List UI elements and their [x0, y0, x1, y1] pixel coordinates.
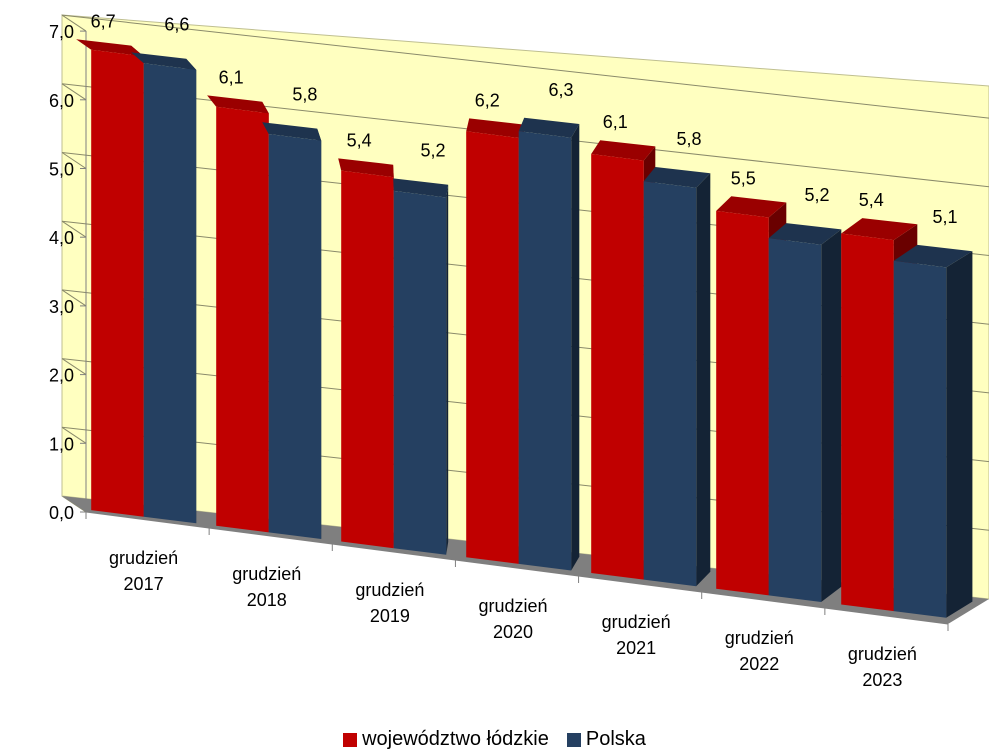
x-tick-label-line2: 2019 — [370, 606, 410, 626]
data-label: 5,2 — [420, 140, 445, 160]
data-label: 5,5 — [731, 168, 756, 188]
legend-swatch-lodzkie — [343, 732, 358, 747]
gridline-side — [61, 14, 87, 32]
bar — [341, 170, 394, 549]
bar-side — [946, 251, 973, 618]
data-label: 6,1 — [219, 67, 244, 87]
x-tick-label-line2: 2017 — [124, 574, 164, 594]
x-tick-label-line2: 2018 — [247, 590, 287, 610]
x-tick-label-line2: 2020 — [493, 622, 533, 642]
y-tick-label: 7,0 — [49, 22, 74, 42]
x-tick-label-line1: grudzień — [109, 548, 178, 568]
bar — [466, 131, 519, 564]
legend-label-lodzkie: województwo łódzkie — [362, 728, 549, 750]
legend: województwo łódzkie Polska — [0, 728, 989, 751]
bar — [393, 190, 447, 555]
bar — [518, 131, 572, 571]
y-tick-label: 6,0 — [49, 91, 74, 111]
bar-top — [466, 118, 525, 138]
bar-top — [76, 39, 144, 57]
bar-chart: 0,0 1,0 2,0 3,0 4,0 5,0 6,0 7,0 6,7 6,6 6,1 5,8 5,4 5… — [49, 11, 989, 690]
bar-top — [393, 178, 449, 198]
data-label: 6,1 — [603, 112, 628, 132]
bar-top — [131, 52, 197, 70]
x-tick-label-line1: grudzień — [602, 612, 671, 632]
bar — [216, 106, 269, 533]
y-tick-label: 5,0 — [49, 160, 74, 180]
data-label: 5,1 — [933, 207, 958, 227]
y-tick-label: 3,0 — [49, 297, 74, 317]
bar — [268, 134, 322, 539]
x-tick-label-line1: grudzień — [478, 596, 547, 616]
legend-swatch-polska — [566, 732, 581, 747]
y-tick-label: 2,0 — [49, 366, 74, 386]
data-label: 6,6 — [164, 14, 189, 34]
gridline-side — [61, 358, 87, 376]
bar-top — [716, 196, 787, 218]
x-axis-line — [85, 511, 949, 625]
x-tick-label-line2: 2022 — [739, 654, 779, 674]
x-tick-label-line2: 2023 — [862, 670, 902, 690]
gridline-side — [61, 152, 87, 169]
gridline-side — [61, 426, 87, 444]
data-label: 6,7 — [91, 11, 116, 31]
y-tick-label: 4,0 — [49, 228, 74, 248]
gridline-side — [61, 83, 87, 101]
bar — [91, 49, 144, 517]
bar — [768, 238, 822, 602]
bar-top — [262, 122, 322, 141]
gridline — [61, 14, 989, 119]
data-label: 6,3 — [548, 80, 573, 100]
gridline-side — [61, 220, 87, 238]
bar-top — [518, 117, 580, 138]
data-label: 5,2 — [805, 185, 830, 205]
x-tick-label-line1: grudzień — [725, 628, 794, 648]
data-label: 5,8 — [292, 84, 317, 104]
y-tick-label: 1,0 — [49, 434, 74, 454]
bar-side — [571, 124, 580, 571]
x-tick-label-line1: grudzień — [848, 644, 917, 664]
bar-top — [893, 244, 973, 268]
bar — [643, 181, 697, 587]
data-label: 6,2 — [475, 90, 500, 110]
x-tick-label-line1: grudzień — [232, 564, 301, 584]
x-tick-label-line1: grudzień — [355, 580, 424, 600]
bar — [893, 260, 947, 618]
bar — [143, 63, 197, 524]
bar — [841, 233, 894, 612]
gridline-side — [61, 289, 87, 307]
bar-side — [821, 229, 842, 602]
bar-side — [446, 184, 449, 555]
bar-top — [841, 218, 918, 241]
legend-label-polska: Polska — [585, 728, 646, 750]
bar — [591, 154, 644, 580]
bar-top — [591, 140, 656, 161]
y-tick-label: 0,0 — [49, 503, 74, 523]
data-label: 5,4 — [347, 130, 372, 150]
bar — [716, 210, 769, 596]
legend-item-polska[interactable]: Polska — [566, 728, 646, 751]
legend-item-lodzkie[interactable]: województwo łódzkie — [343, 728, 549, 751]
x-tick-label-line2: 2021 — [616, 638, 656, 658]
data-label: 5,4 — [859, 190, 884, 210]
bar-top — [643, 167, 711, 188]
bar-side — [696, 173, 711, 587]
bar-top — [207, 95, 269, 114]
data-label: 5,8 — [676, 129, 701, 149]
bar-top — [768, 223, 842, 245]
bar-top — [338, 158, 394, 178]
